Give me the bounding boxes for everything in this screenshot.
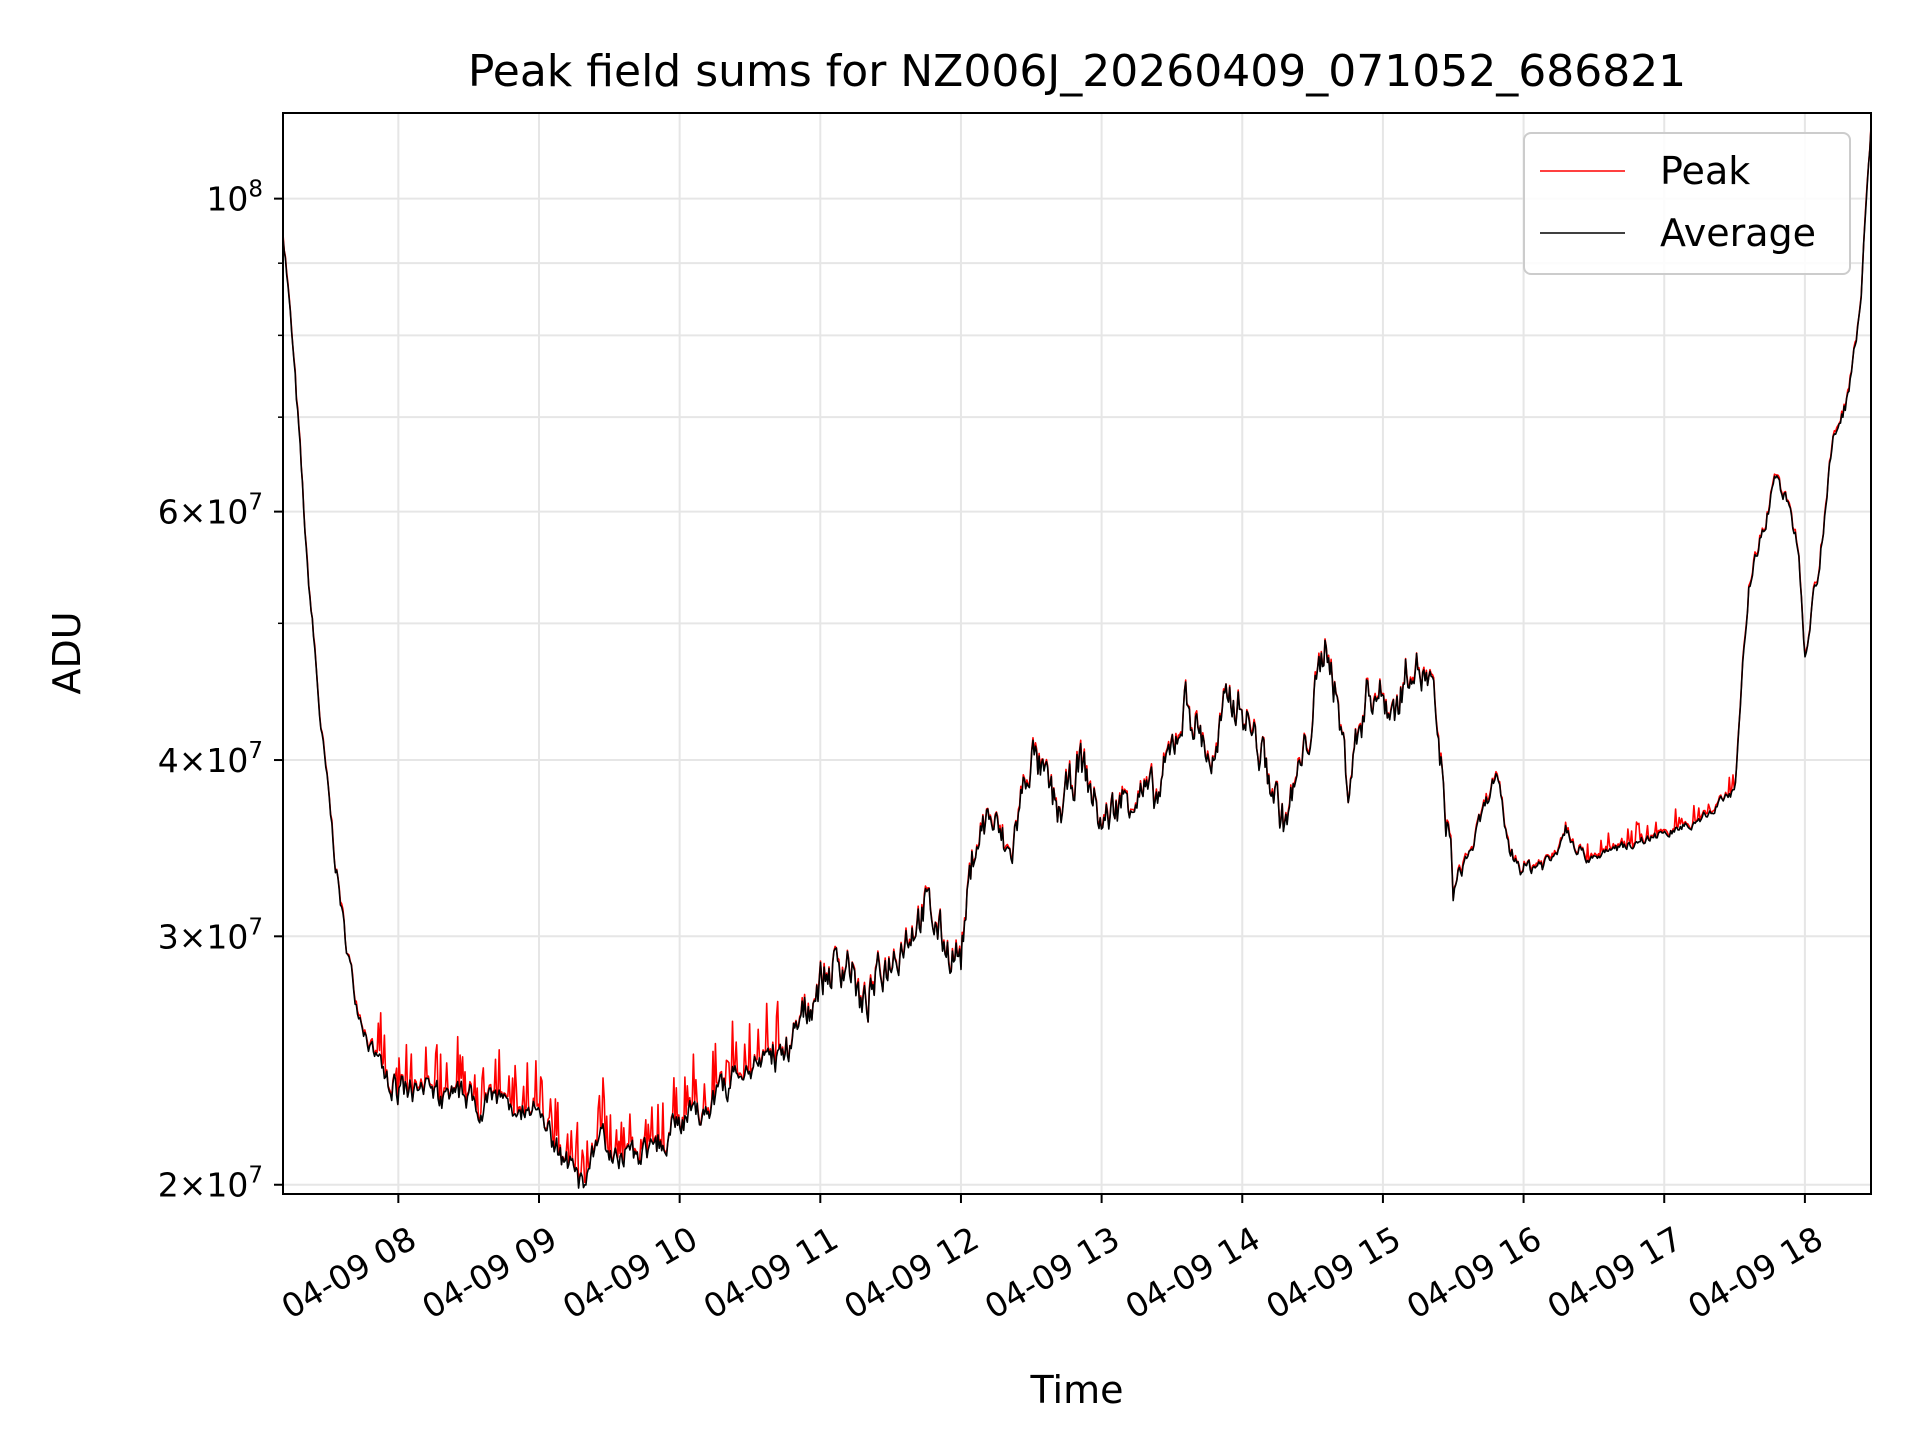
legend-average-label: Average [1660, 211, 1816, 255]
series-average-line [282, 127, 1872, 1189]
legend: Peak Average [1523, 132, 1851, 275]
y-tick-exponent: 7 [248, 1163, 263, 1189]
y-tick-exponent: 7 [248, 914, 263, 940]
y-tick-label: 4×107 [158, 738, 263, 780]
y-tick-base: 10 [206, 180, 248, 219]
y-tick-mantissa: 3 [158, 917, 179, 956]
y-tick-label: 6×107 [158, 490, 263, 532]
legend-peak-label: Peak [1660, 149, 1750, 193]
y-tick-label: 108 [206, 177, 263, 219]
y-tick-label: 3×107 [158, 914, 263, 956]
series [282, 126, 1872, 1189]
chart-title: Peak field sums for NZ006J_20260409_0710… [468, 46, 1686, 97]
x-axis-label: Time [1030, 1368, 1124, 1412]
y-tick-times: ×10 [179, 1166, 249, 1205]
y-tick-times: ×10 [179, 493, 249, 532]
y-tick-mantissa: 2 [158, 1166, 179, 1205]
y-tick-label: 2×107 [158, 1163, 263, 1205]
y-axis-label: ADU [45, 611, 89, 694]
y-tick-times: ×10 [179, 917, 249, 956]
legend-box [1523, 132, 1851, 275]
y-tick-mantissa: 6 [158, 493, 179, 532]
y-tick-mantissa: 4 [158, 741, 179, 780]
y-tick-exponent: 8 [248, 177, 263, 203]
y-tick-times: ×10 [179, 741, 249, 780]
y-tick-exponent: 7 [248, 490, 263, 516]
y-tick-exponent: 7 [248, 738, 263, 764]
plot-frame [282, 112, 1872, 1195]
